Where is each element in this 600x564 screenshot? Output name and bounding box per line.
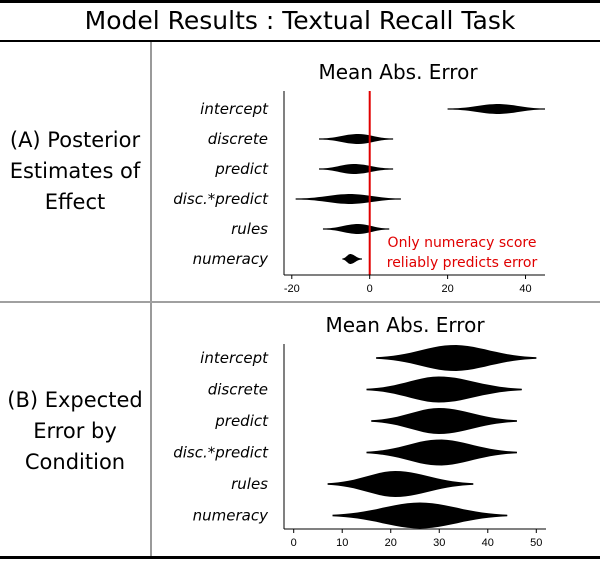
chart-b-row-label: rules xyxy=(231,475,268,493)
chart-b-x-tick-label: 10 xyxy=(336,537,348,549)
chart-a-x-tick-label: 20 xyxy=(441,283,453,295)
chart-b-row-label: disc.*predict xyxy=(173,444,269,462)
column-separator xyxy=(150,42,152,556)
section-a-line-1: (A) Posterior xyxy=(9,128,141,152)
chart-a-annotation-line: Only numeracy score xyxy=(388,235,537,251)
chart-b-row-label: predict xyxy=(214,412,269,430)
chart-b-row-label: intercept xyxy=(200,349,269,367)
chart-a-x-tick-label: 40 xyxy=(519,283,531,295)
chart-b-title: Mean Abs. Error xyxy=(325,313,485,337)
chart-a-row-label: numeracy xyxy=(193,250,269,268)
section-a-line-3: Effect xyxy=(44,190,106,214)
chart-a-row-label: predict xyxy=(214,160,269,178)
section-b-line-2: Error by xyxy=(33,419,117,443)
section-a-label: (A) Posterior Estimates of Effect xyxy=(0,125,150,218)
chart-b-row-label: numeracy xyxy=(193,507,269,525)
section-b-label: (B) Expected Error by Condition xyxy=(0,385,150,478)
chart-a-row-label: rules xyxy=(231,220,268,238)
chart-b-x-tick-label: 30 xyxy=(433,537,445,549)
chart-a-row-label: disc.*predict xyxy=(173,190,269,208)
chart-a-row-label: intercept xyxy=(200,100,269,118)
chart-b-x-tick-label: 50 xyxy=(530,537,542,549)
section-separator xyxy=(0,301,600,303)
chart-a-x-tick-label: -20 xyxy=(284,283,300,295)
page-title: Model Results : Textual Recall Task xyxy=(84,6,516,35)
chart-a-title: Mean Abs. Error xyxy=(318,60,478,84)
top-rule xyxy=(0,0,600,3)
title-underline xyxy=(0,40,600,42)
chart-b-row-label: discrete xyxy=(208,381,268,399)
bottom-rule xyxy=(0,556,600,559)
section-a-line-2: Estimates of xyxy=(9,159,141,183)
chart-a-row-label: discrete xyxy=(208,130,268,148)
chart-b-x-tick-label: 40 xyxy=(482,537,494,549)
section-b-line-1: (B) Expected xyxy=(7,388,143,412)
section-b-line-3: Condition xyxy=(24,450,126,474)
chart-a-annotation-line: reliably predicts error xyxy=(387,255,538,271)
chart-a-x-tick-label: 0 xyxy=(367,283,373,295)
chart-b-x-tick-label: 20 xyxy=(385,537,397,549)
chart-b-x-tick-label: 0 xyxy=(291,537,297,549)
